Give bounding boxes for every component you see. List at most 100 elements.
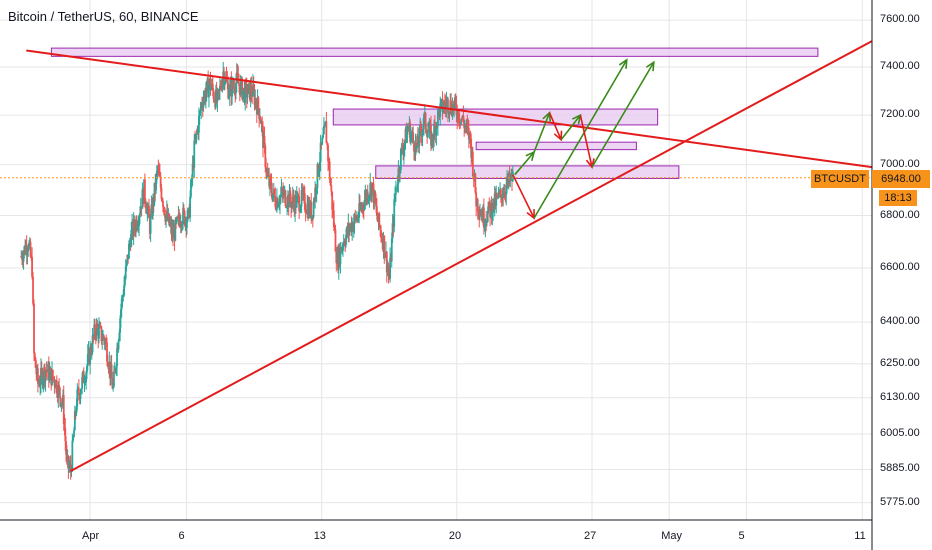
candle-body	[354, 214, 357, 217]
candle-body	[274, 196, 277, 207]
y-tick-label: 6250.00	[880, 356, 920, 369]
candle-body	[182, 207, 184, 225]
candle-body	[358, 203, 361, 218]
candle-body	[299, 210, 301, 212]
candle-body	[437, 110, 439, 127]
candle-body	[247, 84, 250, 94]
candle-body	[425, 128, 428, 133]
candle-body	[328, 161, 331, 180]
candle-body	[91, 335, 94, 353]
y-tick-label: 7600.00	[880, 13, 920, 26]
candle-body	[71, 440, 74, 471]
candle-body	[431, 134, 434, 141]
candle-body	[25, 245, 28, 255]
candle-body	[33, 353, 36, 358]
candle-body	[393, 199, 396, 227]
candle-body	[44, 370, 47, 382]
candle-body	[86, 354, 89, 367]
y-tick-label: 5775.00	[880, 495, 920, 508]
candle-body	[82, 371, 85, 384]
arrows	[512, 58, 655, 220]
candle-body	[148, 206, 150, 218]
candle-body	[407, 128, 410, 131]
candle-body	[325, 121, 328, 143]
candle-body	[495, 195, 498, 206]
trendlines	[26, 40, 873, 472]
candle-body	[231, 80, 234, 87]
candle-body	[272, 194, 274, 200]
candle-body	[314, 187, 317, 202]
candle-body	[138, 217, 140, 227]
candle-body	[197, 115, 200, 133]
candle-body	[406, 130, 409, 133]
candle-body	[48, 370, 51, 381]
candle-body	[409, 134, 412, 142]
candle-body	[427, 131, 430, 133]
candle-body	[99, 325, 102, 327]
candle-body	[31, 256, 33, 277]
candle-body	[482, 207, 485, 228]
candle-body	[333, 226, 336, 230]
candle-body	[136, 226, 139, 229]
arrow	[591, 60, 655, 168]
candle-body	[450, 100, 452, 112]
candle-body	[149, 214, 152, 234]
candle-body	[199, 110, 202, 112]
candle-body	[460, 118, 462, 124]
x-tick-label: 5	[738, 530, 745, 542]
candle-body	[448, 112, 451, 114]
candle-body	[119, 318, 122, 333]
candle-body	[124, 278, 126, 286]
candle-body	[258, 109, 261, 119]
candle-body	[428, 124, 431, 132]
candle-body	[198, 111, 201, 116]
candle-body	[353, 214, 356, 224]
candle-body	[401, 146, 404, 152]
candle-body	[116, 348, 118, 367]
last-price-tag: 6948.00	[872, 170, 930, 188]
bar-countdown-tag: 18:13	[879, 190, 917, 206]
candle-body	[330, 185, 333, 192]
candle-body	[158, 174, 161, 177]
candle-body	[420, 127, 422, 133]
candle-body	[245, 83, 247, 85]
candle-body	[279, 194, 282, 197]
candle-body	[76, 389, 79, 407]
candle-body	[244, 83, 247, 103]
candle-body	[396, 184, 399, 189]
candle-body	[406, 132, 408, 143]
x-tick-label: May	[661, 530, 682, 542]
y-tick-label: 6600.00	[880, 261, 920, 273]
candle-body	[426, 132, 429, 138]
candle-body	[440, 100, 442, 104]
candle-body	[414, 142, 417, 156]
candle-body	[90, 352, 93, 354]
candle-body	[279, 196, 281, 205]
candle-body	[163, 207, 166, 216]
candle-body	[322, 126, 325, 135]
price-zone	[475, 141, 637, 151]
candle-body	[503, 192, 505, 198]
arrow-shaft	[514, 151, 535, 176]
candle-body	[45, 370, 48, 372]
candle-body	[113, 371, 115, 387]
candle-body	[332, 210, 335, 227]
candle-body	[159, 176, 162, 188]
candle-body	[130, 230, 133, 247]
candle-body	[315, 188, 318, 194]
candle-body	[236, 72, 239, 77]
candle-body	[30, 256, 33, 258]
price-zone	[50, 47, 819, 57]
candle-body	[28, 243, 30, 249]
candle-body	[58, 387, 61, 398]
candle-body	[80, 388, 83, 393]
candle-body	[75, 406, 78, 414]
candle-body	[183, 211, 186, 225]
candle-body	[313, 201, 316, 203]
candle-body	[204, 92, 207, 101]
candle-body	[168, 213, 171, 226]
candle-body	[255, 98, 257, 105]
chart-title: Bitcoin / TetherUS, 60, BINANCE	[8, 9, 199, 24]
